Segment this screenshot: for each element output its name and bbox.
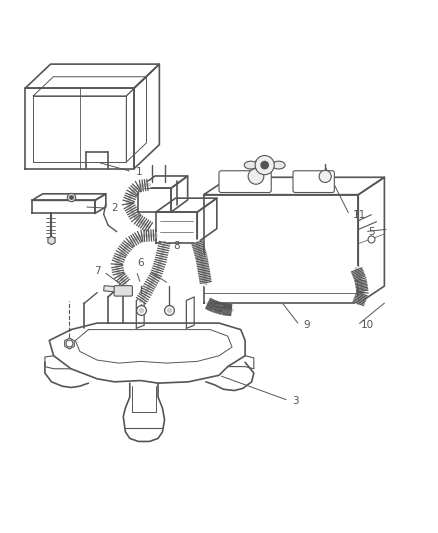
Text: 8: 8: [174, 240, 180, 251]
Text: 2: 2: [112, 203, 118, 213]
Circle shape: [255, 156, 274, 175]
Circle shape: [248, 168, 264, 184]
FancyBboxPatch shape: [114, 286, 132, 296]
Text: 6: 6: [138, 259, 144, 268]
FancyBboxPatch shape: [293, 171, 334, 192]
Ellipse shape: [272, 161, 285, 169]
Text: 1: 1: [135, 167, 142, 176]
Circle shape: [260, 161, 269, 169]
FancyBboxPatch shape: [219, 171, 271, 192]
Text: 10: 10: [361, 320, 374, 330]
Text: 5: 5: [368, 227, 375, 237]
Text: 3: 3: [292, 395, 299, 406]
Bar: [104, 286, 126, 293]
Circle shape: [319, 171, 331, 182]
Text: 11: 11: [353, 210, 366, 220]
Ellipse shape: [244, 161, 257, 169]
Text: 7: 7: [94, 266, 101, 276]
Text: 9: 9: [303, 320, 310, 330]
